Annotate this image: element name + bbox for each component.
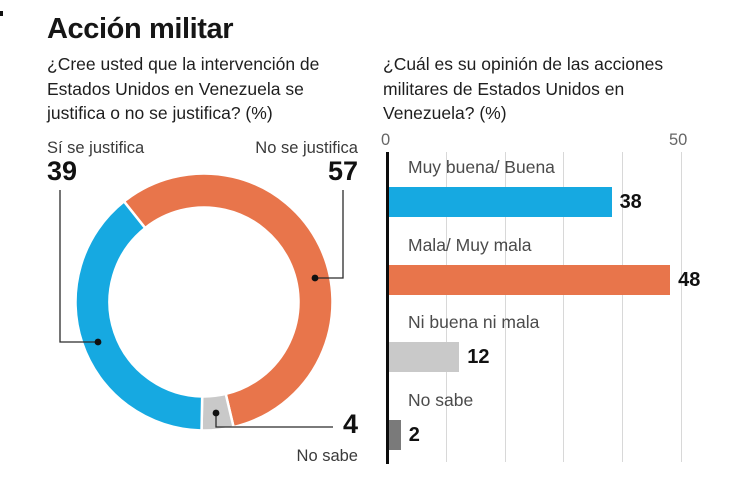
donut-chart — [59, 172, 344, 432]
donut-label-si-se-justifica: Sí se justifica — [47, 139, 145, 157]
donut-value-no-sabe: 4 — [342, 409, 358, 439]
bar-mala-muy-mala — [389, 264, 671, 295]
donut-value-no-se-justifica: 57 — [327, 156, 358, 186]
leader-line-no-sabe — [215, 413, 333, 428]
edge-rule-mark — [0, 11, 3, 16]
bar-category-label-muy-buena-buena: Muy buena/ Buena — [408, 157, 555, 177]
bar-category-label-ni-buena-ni-mala: Ni buena ni mala — [408, 312, 540, 332]
bar-question: ¿Cuál es su opinión de las acciones mili… — [383, 54, 664, 123]
bar-value-muy-buena-buena: 38 — [619, 191, 642, 213]
leader-line-no-se-justifica — [318, 190, 344, 279]
leader-dot-no-se-justifica — [311, 274, 319, 282]
leader-dot-no-sabe — [212, 409, 220, 417]
gridline-30 — [563, 152, 565, 462]
gridline-20 — [504, 152, 506, 462]
bar-category-label-mala-muy-mala: Mala/ Muy mala — [408, 234, 532, 255]
gridline-10 — [446, 152, 448, 462]
donut-segment-no-se-justifica — [122, 172, 334, 429]
donut-value-si-se-justifica: 39 — [47, 156, 78, 186]
bar-chart-area: Muy buena/ Buena 38 Mala/ Muy mala 48 Ni bue… — [386, 152, 729, 464]
leader-line-si-se-justifica — [59, 190, 95, 343]
gridline-40 — [621, 152, 623, 462]
leader-dot-si-se-justifica — [94, 338, 102, 346]
bar-muy-buena-buena — [389, 187, 612, 217]
axis-tick-label-0: 0 — [381, 131, 391, 149]
bar-value-no-sabe: 2 — [408, 423, 420, 446]
bar-value-ni-buena-ni-mala: 12 — [467, 346, 490, 368]
axis-tick-label-50: 50 — [669, 131, 688, 149]
donut-label-no-se-justifica: No se justifica — [255, 139, 358, 157]
gridline-50 — [680, 152, 682, 462]
donut-label-no-sabe: No sabe — [296, 447, 358, 465]
bar-category-label-no-sabe: No sabe — [408, 389, 474, 410]
y-axis-line — [386, 152, 389, 464]
bar-no-sabe — [389, 419, 401, 450]
bar-value-mala-muy-mala: 48 — [678, 268, 701, 291]
page-title: Acción militar — [47, 13, 234, 45]
donut-question: ¿Cree usted que la intervención de Estad… — [47, 54, 320, 123]
bar-ni-buena-ni-mala — [389, 342, 460, 372]
donut-segment-si-se-justifica — [74, 199, 204, 432]
